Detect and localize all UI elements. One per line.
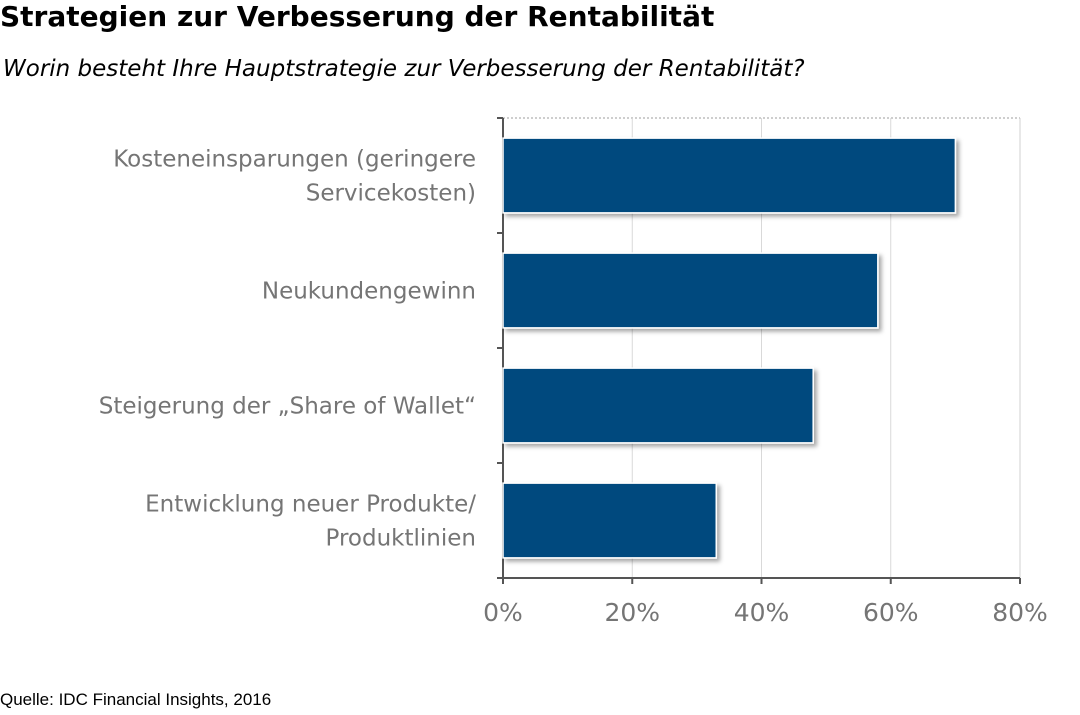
chart-title: Strategien zur Verbesserung der Rentabil… xyxy=(0,0,715,33)
category-label: Entwicklung neuer Produkte/ xyxy=(145,492,476,518)
category-label: Kosteneinsparungen (geringere xyxy=(113,147,476,173)
x-tick-label: 60% xyxy=(863,598,919,627)
x-tick-label: 80% xyxy=(992,598,1048,627)
bar xyxy=(502,252,879,329)
x-tick-label: 40% xyxy=(734,598,790,627)
category-labels: Kosteneinsparungen (geringere Servicekost… xyxy=(99,147,477,552)
category-label: Servicekosten) xyxy=(306,181,476,207)
category-label: Steigerung der „Share of Wallet“ xyxy=(99,394,476,420)
category-label: Produktlinien xyxy=(326,526,476,552)
chart-subtitle: Worin besteht Ihre Hauptstrategie zur Ve… xyxy=(3,56,805,82)
x-tick-labels: 0% 20% 40% 60% 80% xyxy=(483,598,1048,627)
bars xyxy=(502,137,957,559)
bar xyxy=(502,137,957,214)
category-label: Neukundengewinn xyxy=(262,279,476,305)
x-tick-label: 20% xyxy=(604,598,660,627)
x-tick-label: 0% xyxy=(483,598,523,627)
bar xyxy=(502,367,814,444)
source-note: Quelle: IDC Financial Insights, 2016 xyxy=(0,690,272,709)
bar xyxy=(502,482,718,559)
